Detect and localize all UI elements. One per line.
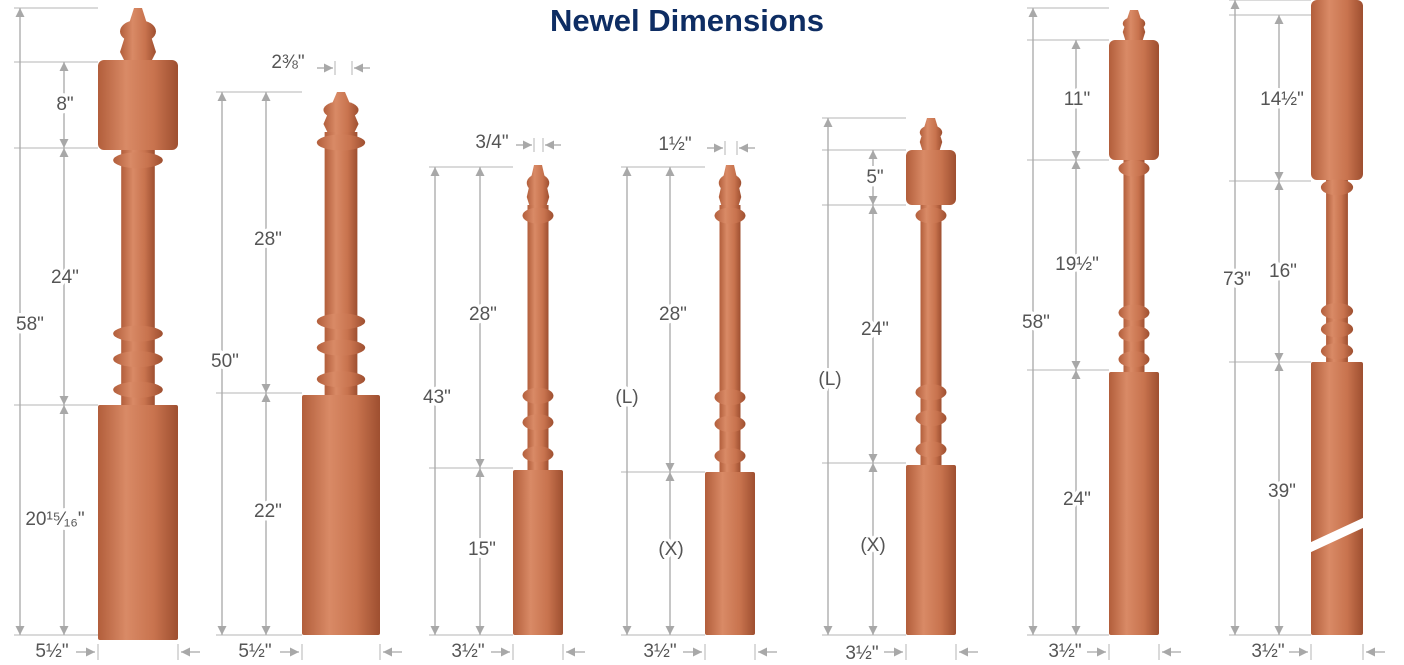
dimension-label: 20¹⁵⁄₁₆" bbox=[25, 509, 84, 530]
dimension-label: 3½" bbox=[643, 641, 676, 662]
dimension-label: 58" bbox=[16, 314, 44, 335]
break-gap bbox=[1309, 517, 1365, 553]
dimension-label: 19½" bbox=[1055, 254, 1099, 275]
dimension-label: 2⅜" bbox=[271, 52, 304, 73]
shaft-ring bbox=[113, 381, 163, 398]
dimension-label: 28" bbox=[254, 229, 282, 250]
shaft-ring bbox=[113, 152, 163, 169]
dimension-label: 3½" bbox=[1251, 641, 1284, 662]
finial-knob bbox=[1122, 16, 1146, 31]
dimension-label: 16" bbox=[1269, 261, 1297, 282]
dimension-label: 1½" bbox=[658, 134, 691, 155]
dimension-label: 5½" bbox=[238, 641, 271, 662]
dimension-label: 15" bbox=[468, 539, 496, 560]
shaft bbox=[920, 205, 942, 465]
base-block bbox=[513, 470, 563, 635]
shaft bbox=[719, 205, 741, 472]
shaft-ring bbox=[1118, 304, 1150, 321]
dimension-label: 3½" bbox=[1048, 641, 1081, 662]
base-block bbox=[705, 472, 755, 635]
dimension-label: 24" bbox=[51, 267, 79, 288]
dimension-label: (L) bbox=[818, 369, 841, 390]
finial-knob bbox=[526, 174, 550, 192]
cap-block bbox=[1311, 0, 1363, 180]
shaft-ring bbox=[915, 410, 947, 427]
newel: 1½" 28" (L) (X) 3½" bbox=[612, 131, 777, 665]
base-block bbox=[98, 405, 178, 640]
base-block bbox=[906, 465, 956, 635]
shaft-ring bbox=[714, 415, 746, 432]
shaft-ring bbox=[522, 387, 554, 404]
dimension-label: 28" bbox=[659, 304, 687, 325]
dimension-label: 50" bbox=[211, 351, 239, 372]
newel: 3/4" 28" 43" 15" 3½" bbox=[420, 129, 585, 665]
shaft-ring bbox=[113, 351, 163, 368]
shaft-ring bbox=[714, 447, 746, 464]
dimension-label: 8" bbox=[56, 94, 73, 115]
shaft-ring bbox=[522, 207, 554, 224]
shaft bbox=[527, 205, 549, 470]
shaft-ring bbox=[714, 207, 746, 224]
dimension-label: 5" bbox=[866, 167, 883, 188]
shaft-ring bbox=[316, 313, 366, 330]
newel: 58" 8" 24" 20¹⁵⁄₁₆" 5½" bbox=[13, 7, 200, 665]
dimension-label: 58" bbox=[1022, 312, 1050, 333]
cap-block bbox=[906, 150, 956, 205]
shaft-ring bbox=[316, 371, 366, 388]
dimension-label: (X) bbox=[860, 535, 885, 556]
finial-knob bbox=[120, 19, 156, 43]
shaft-ring bbox=[915, 384, 947, 401]
shaft-ring bbox=[522, 414, 554, 431]
shaft-ring bbox=[316, 339, 366, 356]
shaft-ring bbox=[714, 389, 746, 406]
dimension-label: 28" bbox=[469, 304, 497, 325]
dimension-label: 24" bbox=[861, 319, 889, 340]
dimension-label: 3/4" bbox=[475, 132, 508, 153]
dimension-label: 24" bbox=[1063, 489, 1091, 510]
newel: 14½" 73" 16" 39" 3½" bbox=[1220, 0, 1385, 665]
cap-block bbox=[98, 60, 178, 150]
shaft-ring bbox=[1320, 303, 1354, 320]
newel: 11" 58" 19½" 24" 3½" bbox=[1019, 7, 1181, 665]
dimension-label: 5½" bbox=[35, 641, 68, 662]
finial-knob bbox=[919, 125, 943, 140]
dimension-label: 22" bbox=[254, 501, 282, 522]
shaft-ring bbox=[522, 446, 554, 463]
shaft-ring bbox=[1320, 343, 1354, 360]
shaft-ring bbox=[113, 325, 163, 342]
title: Newel Dimensions bbox=[550, 3, 824, 38]
shaft-ring bbox=[1118, 325, 1150, 342]
shaft-ring bbox=[1118, 351, 1150, 368]
finial-knob bbox=[718, 174, 742, 192]
dimension-label: 39" bbox=[1268, 481, 1296, 502]
base-block bbox=[1109, 372, 1159, 635]
cap-block bbox=[1109, 40, 1159, 160]
dimension-label: 14½" bbox=[1260, 89, 1304, 110]
shaft-ring bbox=[1118, 160, 1150, 177]
dimension-label: 3½" bbox=[845, 643, 878, 664]
dimension-label: (X) bbox=[658, 539, 683, 560]
posts: 58" 8" 24" 20¹⁵⁄₁₆" 5½" 2⅜" 28" 50" 22" 5½" 3/4" 28… bbox=[13, 0, 1385, 665]
dimension-label: 3½" bbox=[451, 641, 484, 662]
shaft-ring bbox=[316, 134, 366, 151]
newel: 2⅜" 28" 50" 22" 5½" bbox=[208, 49, 402, 665]
dimension-label: 43" bbox=[423, 387, 451, 408]
base-block bbox=[302, 395, 380, 635]
dimension-label: (L) bbox=[615, 387, 638, 408]
shaft-ring bbox=[1320, 321, 1354, 338]
shaft-ring bbox=[915, 207, 947, 224]
finial-knob bbox=[323, 101, 359, 119]
base-block bbox=[1311, 362, 1363, 635]
shaft-ring bbox=[915, 441, 947, 458]
newel: 5" (L) 24" (X) 3½" bbox=[815, 117, 978, 665]
shaft-ring bbox=[1320, 179, 1354, 196]
dimension-label: 11" bbox=[1064, 89, 1090, 110]
dimension-label: 73" bbox=[1223, 269, 1251, 290]
